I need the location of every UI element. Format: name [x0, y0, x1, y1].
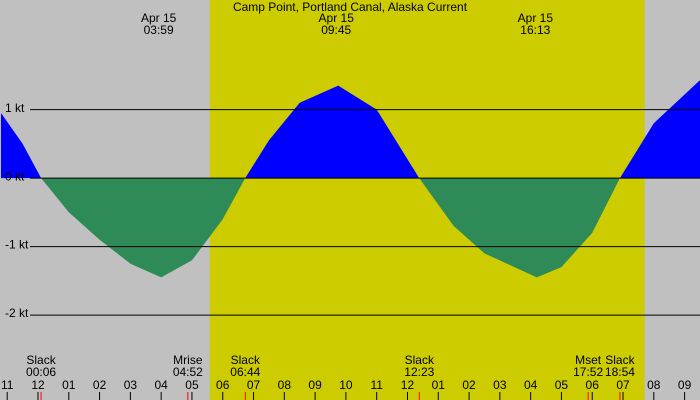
x-tick-label: 11 — [1, 378, 14, 392]
x-tick-label: 01 — [62, 378, 76, 392]
event-name: Mset — [575, 353, 602, 367]
x-tick-label: 03 — [493, 378, 507, 392]
x-tick-label: 06 — [586, 378, 600, 392]
x-tick-label: 10 — [339, 378, 353, 392]
y-tick-label: -1 kt — [5, 238, 29, 252]
x-tick-label: 02 — [462, 378, 476, 392]
peak-time: 03:59 — [144, 23, 174, 37]
event-time: 00:06 — [26, 365, 56, 379]
event-time: 17:52 — [573, 365, 603, 379]
x-tick-label: 07 — [616, 378, 630, 392]
y-tick-label: -2 kt — [5, 306, 29, 320]
event-time: 12:23 — [404, 365, 434, 379]
event-name: Slack — [405, 353, 435, 367]
x-tick-label: 09 — [308, 378, 322, 392]
peak-date: Apr 15 — [518, 11, 554, 25]
x-tick-label: 05 — [185, 378, 199, 392]
peak-date: Apr 15 — [319, 11, 355, 25]
x-tick-label: 09 — [678, 378, 692, 392]
x-tick-label: 06 — [216, 378, 230, 392]
event-time: 06:44 — [230, 365, 260, 379]
y-tick-label: 1 kt — [5, 101, 25, 115]
x-tick-label: 11 — [370, 378, 383, 392]
peak-time: 16:13 — [520, 23, 550, 37]
event-name: Slack — [231, 353, 261, 367]
peak-time: 09:45 — [321, 23, 351, 37]
x-tick-label: 12 — [31, 378, 45, 392]
x-tick-label: 04 — [154, 378, 168, 392]
x-tick-label: 01 — [432, 378, 446, 392]
x-tick-label: 05 — [555, 378, 569, 392]
event-time: 18:54 — [605, 365, 635, 379]
x-tick-label: 02 — [93, 378, 107, 392]
event-name: Mrise — [173, 353, 203, 367]
event-name: Slack — [26, 353, 56, 367]
x-tick-label: 08 — [647, 378, 661, 392]
x-tick-label: 03 — [124, 378, 138, 392]
x-tick-label: 12 — [401, 378, 415, 392]
x-tick-label: 04 — [524, 378, 538, 392]
y-tick-label: 0 kt — [5, 169, 25, 183]
x-tick-label: 08 — [278, 378, 292, 392]
peak-date: Apr 15 — [141, 11, 177, 25]
event-name: Slack — [605, 353, 635, 367]
chart-title: Camp Point, Portland Canal, Alaska Curre… — [233, 0, 468, 14]
ebb-area — [41, 178, 620, 278]
event-time: 04:52 — [173, 365, 203, 379]
flood-area — [1, 80, 700, 179]
x-tick-label: 07 — [247, 378, 261, 392]
